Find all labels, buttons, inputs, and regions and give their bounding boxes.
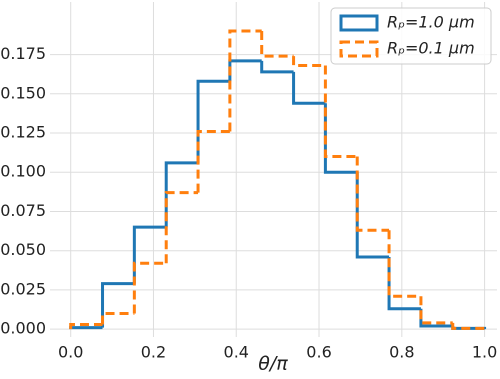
histogram-step (292, 56, 326, 68)
y-tick-label: 0.100 (0, 162, 46, 181)
legend-swatch (339, 14, 379, 32)
histogram-step (323, 65, 358, 159)
histogram-step (355, 156, 390, 232)
legend-swatch (339, 40, 379, 58)
legend-box (330, 7, 492, 65)
x-tick-label: 0.0 (58, 343, 83, 362)
histogram-step (164, 191, 199, 264)
x-axis-label: θ/π (258, 353, 288, 375)
histogram-step (132, 261, 167, 314)
y-tick-label: 0.175 (0, 44, 46, 63)
legend-label: Rₚ=0.1 μm (387, 39, 475, 58)
x-tick-label: 0.8 (389, 343, 414, 362)
histogram-step (69, 326, 103, 330)
histogram-step (387, 230, 421, 298)
legend-label: Rₚ=1.0 μm (387, 13, 475, 32)
y-tick-label: 0.025 (0, 279, 46, 298)
histogram-step (101, 282, 135, 328)
histogram-step (69, 322, 103, 330)
histogram-step (196, 129, 230, 193)
y-tick-label: 0.000 (0, 319, 46, 338)
x-tick-label: 0.6 (306, 343, 331, 362)
x-tick-label: 0.4 (224, 343, 249, 362)
histogram-step (451, 322, 487, 330)
y-tick-label: 0.150 (0, 83, 46, 102)
histogram-step (260, 60, 294, 74)
histogram-step (292, 71, 326, 105)
x-tick-label: 0.2 (141, 343, 166, 362)
y-tick-label: 0.075 (0, 201, 46, 220)
x-tick-label: 1.0 (472, 343, 497, 362)
histogram-step (228, 29, 262, 132)
histogram-step (260, 31, 294, 58)
histogram-step (419, 296, 453, 325)
histogram-step (101, 311, 135, 325)
y-tick-label: 0.125 (0, 123, 46, 142)
y-tick-label: 0.050 (0, 240, 46, 259)
